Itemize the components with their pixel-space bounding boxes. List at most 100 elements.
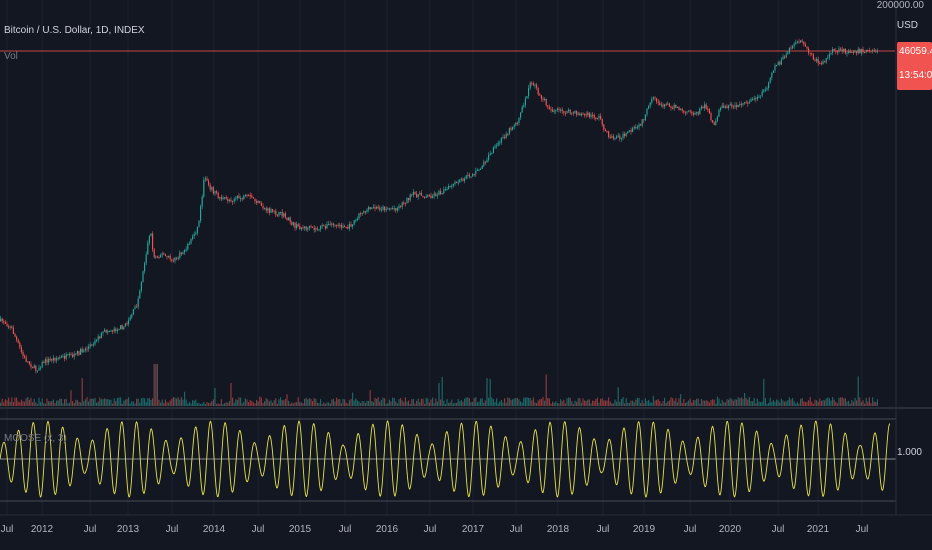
candle — [171, 259, 173, 261]
candle — [553, 110, 555, 112]
volume-bar — [545, 374, 547, 406]
volume-bar — [46, 398, 48, 406]
candle — [137, 298, 139, 307]
volume-bar — [252, 402, 254, 406]
volume-bar — [811, 401, 813, 406]
volume-bar — [728, 399, 730, 406]
candle — [465, 175, 467, 179]
volume-bar — [588, 399, 590, 406]
candle — [804, 44, 806, 47]
volume-bar — [715, 403, 717, 406]
candle — [734, 105, 736, 107]
volume-bar — [825, 398, 827, 406]
candle — [713, 122, 715, 125]
volume-bar — [632, 400, 634, 406]
candle — [856, 51, 858, 54]
candle — [651, 98, 653, 103]
volume-bar — [660, 403, 662, 406]
candle — [852, 51, 854, 53]
candle — [326, 224, 328, 229]
candle — [430, 195, 432, 199]
candle — [84, 348, 86, 351]
volume-bar — [843, 398, 845, 406]
volume-bar — [137, 398, 139, 406]
time-axis-label: Jul — [338, 524, 352, 535]
volume-bar — [657, 399, 659, 406]
candle — [260, 202, 262, 206]
volume-bar — [254, 403, 256, 406]
volume-bar — [745, 397, 747, 406]
candle — [828, 54, 830, 58]
candle — [220, 197, 222, 200]
volume-bar — [3, 402, 5, 406]
candle — [166, 255, 168, 257]
candle — [612, 136, 614, 139]
volume-bar — [262, 402, 264, 406]
oscillator-label[interactable]: MOOSE (x, 3) — [4, 433, 67, 444]
candle — [726, 106, 728, 109]
volume-bar — [393, 398, 395, 406]
candle — [739, 104, 741, 106]
volume-bar — [611, 403, 613, 406]
candle — [648, 105, 650, 109]
candle — [502, 137, 504, 139]
volume-bar — [382, 397, 384, 406]
volume-bar — [713, 399, 715, 406]
symbol-title[interactable]: Bitcoin / U.S. Dollar, 1D, INDEX — [4, 25, 145, 36]
candle — [356, 218, 358, 220]
candle — [280, 211, 282, 213]
candle — [544, 98, 546, 100]
volume-bar — [200, 403, 202, 406]
volume-bar — [126, 399, 128, 406]
candle — [289, 217, 291, 223]
candle — [276, 214, 278, 216]
volume-bar — [684, 402, 686, 406]
volume-bar — [448, 402, 450, 406]
volume-bar — [873, 401, 875, 406]
volume-bar — [308, 398, 310, 406]
candle — [568, 109, 570, 112]
candle — [512, 126, 514, 130]
volume-label[interactable]: Vol — [4, 51, 18, 62]
volume-bar — [737, 397, 739, 406]
volume-bar — [667, 401, 669, 406]
volume-bar — [625, 398, 627, 406]
candle — [577, 113, 579, 115]
candle — [761, 91, 763, 96]
volume-bar — [302, 403, 304, 406]
candle — [92, 344, 94, 346]
candle — [860, 49, 862, 54]
volume-bar — [798, 403, 800, 406]
volume-bar — [761, 401, 763, 406]
candle — [70, 353, 72, 355]
volume-bar — [336, 397, 338, 406]
volume-bar — [36, 403, 38, 406]
candle — [227, 199, 229, 201]
volume-bar — [804, 402, 806, 406]
volume-bar — [160, 402, 162, 406]
volume-bar — [332, 398, 334, 406]
candle — [588, 112, 590, 117]
candle — [262, 205, 264, 209]
candle — [75, 353, 77, 355]
candle — [561, 109, 563, 112]
volume-bar — [819, 398, 821, 406]
candle — [664, 104, 666, 107]
candle — [592, 114, 594, 116]
volume-bar — [417, 398, 419, 406]
volume-bar — [753, 397, 755, 406]
currency-label[interactable]: USD — [896, 20, 918, 31]
volume-bar — [84, 399, 86, 406]
volume-bar — [380, 399, 382, 406]
candle — [403, 202, 405, 204]
candle — [550, 109, 552, 111]
candle — [323, 225, 325, 227]
candle — [318, 229, 320, 231]
volume-bar — [732, 400, 734, 406]
candle — [670, 106, 672, 108]
volume-bar — [833, 399, 835, 406]
candle — [760, 95, 762, 97]
candle — [859, 49, 861, 54]
volume-bar — [195, 399, 197, 406]
